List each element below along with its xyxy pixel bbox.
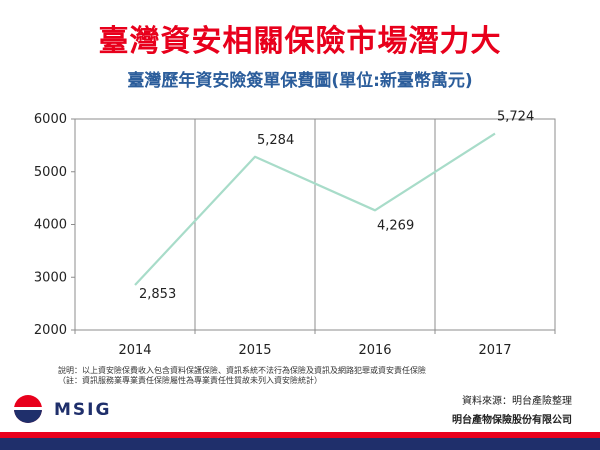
- y-tick-label: 6000: [34, 112, 67, 127]
- note-line-2: （註：資訊服務業專業責任保險屬性為專業責任性質故未列入資安險統計）: [58, 376, 322, 385]
- msig-logo: MSIG: [8, 392, 118, 426]
- source-note: 資料來源：明台產險整理: [462, 396, 572, 407]
- y-tick-label: 2000: [34, 323, 67, 338]
- logo-text: MSIG: [54, 400, 112, 420]
- bottom-bar-navy: [0, 438, 600, 450]
- data-label: 2,853: [139, 287, 176, 302]
- x-tick-label: 2017: [478, 343, 511, 358]
- x-tick-label: 2016: [358, 343, 391, 358]
- chart-subtitle: 臺灣歷年資安險簽單保費圖(單位:新臺幣萬元): [127, 71, 473, 91]
- y-tick-label: 3000: [34, 270, 67, 285]
- page-title: 臺灣資安相關保險市場潛力大: [98, 24, 502, 59]
- data-label: 5,284: [257, 133, 294, 148]
- data-label: 5,724: [497, 110, 534, 125]
- line-chart: 2000 3000 4000 5000 6000 2014 2015 2016 2017 2,85…: [34, 110, 556, 358]
- data-label: 4,269: [377, 218, 414, 233]
- note-line-1: 說明：以上資安險保費收入包含資料保護保險、資訊系統不法行為保險及資訊及網路犯罪或…: [58, 366, 426, 375]
- y-tick-label: 4000: [34, 218, 67, 233]
- bottom-bar-red: [0, 432, 600, 438]
- series-line: [134, 132, 496, 286]
- company-name: 明台產物保險股份有限公司: [452, 415, 572, 426]
- x-tick-label: 2014: [118, 343, 151, 358]
- bottom-brand-bar: [0, 430, 600, 450]
- x-tick-label: 2015: [238, 343, 271, 358]
- msig-emblem-icon: [14, 395, 42, 423]
- y-tick-label: 5000: [34, 165, 67, 180]
